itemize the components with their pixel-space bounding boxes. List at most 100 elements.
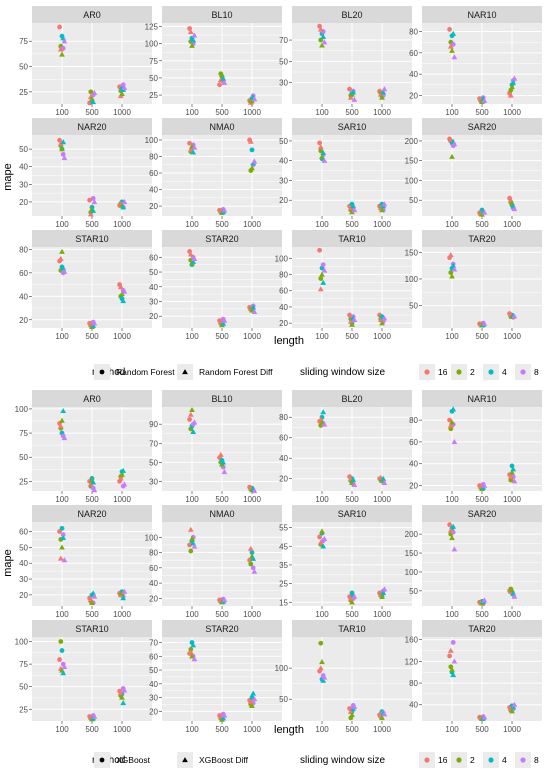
y-tick-label: 55 xyxy=(279,524,288,533)
data-point-triangle-w16 xyxy=(187,411,194,417)
y-tick-label: 60 xyxy=(409,49,418,58)
data-point-triangle-w4 xyxy=(90,99,97,105)
data-point-triangle-w4 xyxy=(60,407,67,414)
facet-strip-label: SAR20 xyxy=(468,122,497,132)
data-point-triangle-w4 xyxy=(320,149,327,155)
y-tick-label: 25 xyxy=(279,580,288,589)
data-point-triangle-w4 xyxy=(320,33,327,40)
facet-strip-label: AR0 xyxy=(83,10,101,20)
y-tick-label: 20 xyxy=(149,594,158,603)
facet-panel-star20: STAR20 20 30 40 50 60 100 500 1000 xyxy=(149,230,282,341)
facet-panel-star10: STAR10 20 40 60 80 100 500 1000 xyxy=(19,230,152,341)
x-tick-label: 100 xyxy=(55,332,69,341)
x-tick-label: 500 xyxy=(85,108,99,117)
y-tick-label: 35 xyxy=(279,561,288,570)
y-tick-label: 50 xyxy=(279,137,288,146)
data-point-triangle-w4 xyxy=(320,543,327,549)
data-point-triangle-w8 xyxy=(191,656,198,662)
facet-strip xyxy=(162,390,282,407)
data-point-triangle-w2 xyxy=(449,47,455,53)
facet-strip xyxy=(292,230,412,247)
data-point-circle-w16 xyxy=(317,534,322,540)
facet-strip-label: STAR20 xyxy=(205,624,238,634)
y-tick-label: 50 xyxy=(149,458,158,467)
data-point-triangle-w16 xyxy=(317,539,324,545)
y-tick-label: 80 xyxy=(409,416,418,425)
data-point-triangle-w8 xyxy=(191,32,198,38)
x-tick-label: 100 xyxy=(445,495,459,504)
y-tick-label: 20 xyxy=(149,707,158,716)
facet-strip xyxy=(32,505,152,522)
data-point-triangle-w2 xyxy=(349,711,355,717)
data-point-triangle-w2 xyxy=(349,599,355,605)
facet-strip-label: TAR10 xyxy=(338,624,365,634)
facet-strip xyxy=(162,620,282,637)
x-tick-label: 500 xyxy=(345,495,359,504)
data-point-triangle-w16 xyxy=(347,94,354,100)
data-point-triangle-w16 xyxy=(217,77,224,83)
facet-panel-sar10: SAR10 20 30 40 50 100 500 1000 xyxy=(279,118,412,229)
y-tick-label: 40 xyxy=(19,559,28,568)
facet-strip xyxy=(292,505,412,522)
data-point-circle-w8 xyxy=(60,532,66,538)
y-tick-label: 40 xyxy=(409,460,418,469)
data-point-triangle-w8 xyxy=(251,696,258,702)
facet-strip-label: BL10 xyxy=(211,394,232,404)
data-point-triangle-w8 xyxy=(191,419,198,425)
x-tick-label: 100 xyxy=(55,610,69,619)
y-tick-label: 40 xyxy=(149,283,158,292)
x-tick-label: 1000 xyxy=(243,220,261,229)
data-point-triangle-w8 xyxy=(221,712,228,718)
data-point-triangle-w2 xyxy=(319,271,325,277)
y-tick-label: 50 xyxy=(19,453,28,462)
data-point-circle-w16 xyxy=(217,82,223,88)
data-point-triangle-w8 xyxy=(91,89,98,96)
data-point-triangle-w4 xyxy=(190,258,197,264)
data-point-triangle-w2 xyxy=(379,94,385,100)
data-point-triangle-w16 xyxy=(217,451,224,457)
data-point-triangle-w16 xyxy=(317,665,324,671)
legend-size-label: 4 xyxy=(502,755,507,765)
data-point-triangle-w8 xyxy=(221,596,228,603)
data-point-circle-w16 xyxy=(187,542,193,548)
x-tick-label: 500 xyxy=(345,725,359,734)
data-point-triangle-w16 xyxy=(447,647,454,653)
x-tick-label: 1000 xyxy=(373,332,391,341)
data-point-triangle-w8 xyxy=(381,711,388,717)
facet-panel-sar10: SAR10 15 25 35 45 55 100 500 1000 xyxy=(279,505,412,619)
data-point-triangle-w16 xyxy=(507,473,514,479)
data-point-triangle-w8 xyxy=(61,268,68,274)
data-point-triangle-w8 xyxy=(381,586,388,592)
x-tick-label: 100 xyxy=(445,332,459,341)
x-tick-label: 1000 xyxy=(243,495,261,504)
y-tick-label: 60 xyxy=(19,269,28,278)
data-point-triangle-w8 xyxy=(451,546,458,552)
data-point-triangle-w4 xyxy=(120,467,127,473)
y-tick-label: 30 xyxy=(279,79,288,88)
data-point-triangle-w8 xyxy=(121,84,128,90)
legend-key-triangle xyxy=(182,369,188,375)
legend-method-label: XGBoost Diff xyxy=(199,755,249,765)
data-point-triangle-w2 xyxy=(319,153,325,159)
data-point-triangle-w2 xyxy=(189,42,195,48)
x-tick-label: 100 xyxy=(315,725,329,734)
y-tick-label: 40 xyxy=(279,157,288,166)
y-tick-label: 75 xyxy=(19,660,28,669)
facet-strip xyxy=(292,390,412,407)
data-point-triangle-w8 xyxy=(511,593,518,599)
x-tick-label: 1000 xyxy=(113,220,131,229)
facet-panel-nma0: NMA0 20 40 60 80 100 100 500 1000 xyxy=(145,505,282,619)
data-point-triangle-w8 xyxy=(511,75,518,81)
y-tick-label: 70 xyxy=(149,639,158,648)
y-tick-label: 45 xyxy=(279,542,288,551)
facet-panel-bl20: BL20 30 50 70 100 500 1000 xyxy=(279,6,412,117)
data-point-circle-w16 xyxy=(447,26,452,32)
legend-size-label: 16 xyxy=(438,367,448,377)
x-tick-label: 1000 xyxy=(113,725,131,734)
x-tick-label: 1000 xyxy=(503,495,521,504)
data-point-circle-w2 xyxy=(248,561,254,567)
data-point-triangle-w4 xyxy=(320,409,327,415)
y-tick-label: 150 xyxy=(405,248,419,257)
